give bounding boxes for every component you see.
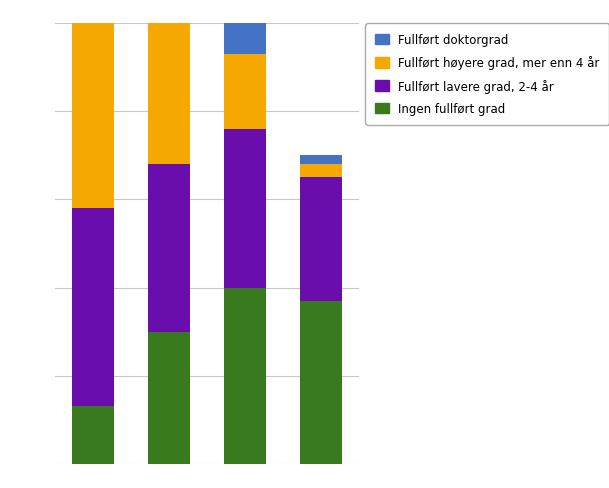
Bar: [72, 24, 114, 209]
Bar: [300, 178, 342, 301]
Bar: [300, 301, 342, 464]
Bar: [300, 156, 342, 165]
Bar: [148, 165, 190, 332]
Legend: Fullført doktorgrad, Fullført høyere grad, mer enn 4 år, Fullført lavere grad, 2: Fullført doktorgrad, Fullført høyere gra…: [365, 24, 609, 125]
Bar: [224, 24, 266, 55]
Bar: [72, 407, 114, 464]
Bar: [224, 55, 266, 130]
Bar: [72, 209, 114, 407]
Bar: [300, 165, 342, 178]
Bar: [224, 130, 266, 288]
Bar: [224, 288, 266, 464]
Bar: [148, 332, 190, 464]
Bar: [148, 24, 190, 165]
